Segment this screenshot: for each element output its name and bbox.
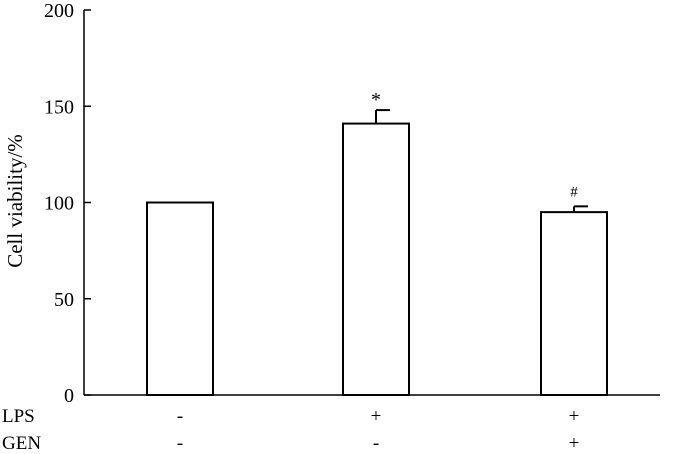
condition-value: + — [569, 406, 580, 427]
condition-value: - — [177, 433, 183, 454]
significance-marks: *# — [371, 89, 578, 200]
bars — [146, 122, 608, 396]
y-tick-label: 200 — [44, 0, 74, 22]
condition-value: - — [177, 406, 183, 427]
condition-value: + — [569, 433, 580, 454]
significance-mark: # — [570, 184, 578, 200]
condition-value: - — [373, 433, 379, 454]
y-tick-label: 100 — [44, 193, 74, 215]
bar — [146, 201, 214, 396]
error-bars — [375, 109, 588, 213]
y-tick-label: 50 — [54, 289, 74, 311]
significance-mark: * — [371, 89, 381, 111]
condition-row-label: GEN — [2, 433, 41, 454]
bar — [342, 122, 410, 396]
condition-table: LPS - + + GEN - - + — [2, 406, 579, 454]
y-tick-label: 0 — [64, 385, 74, 407]
bar — [540, 211, 608, 396]
condition-row-label: LPS — [2, 406, 35, 427]
condition-value: + — [371, 406, 382, 427]
y-axis-label: Cell viability/% — [3, 134, 27, 268]
y-tick-label: 150 — [44, 96, 74, 118]
